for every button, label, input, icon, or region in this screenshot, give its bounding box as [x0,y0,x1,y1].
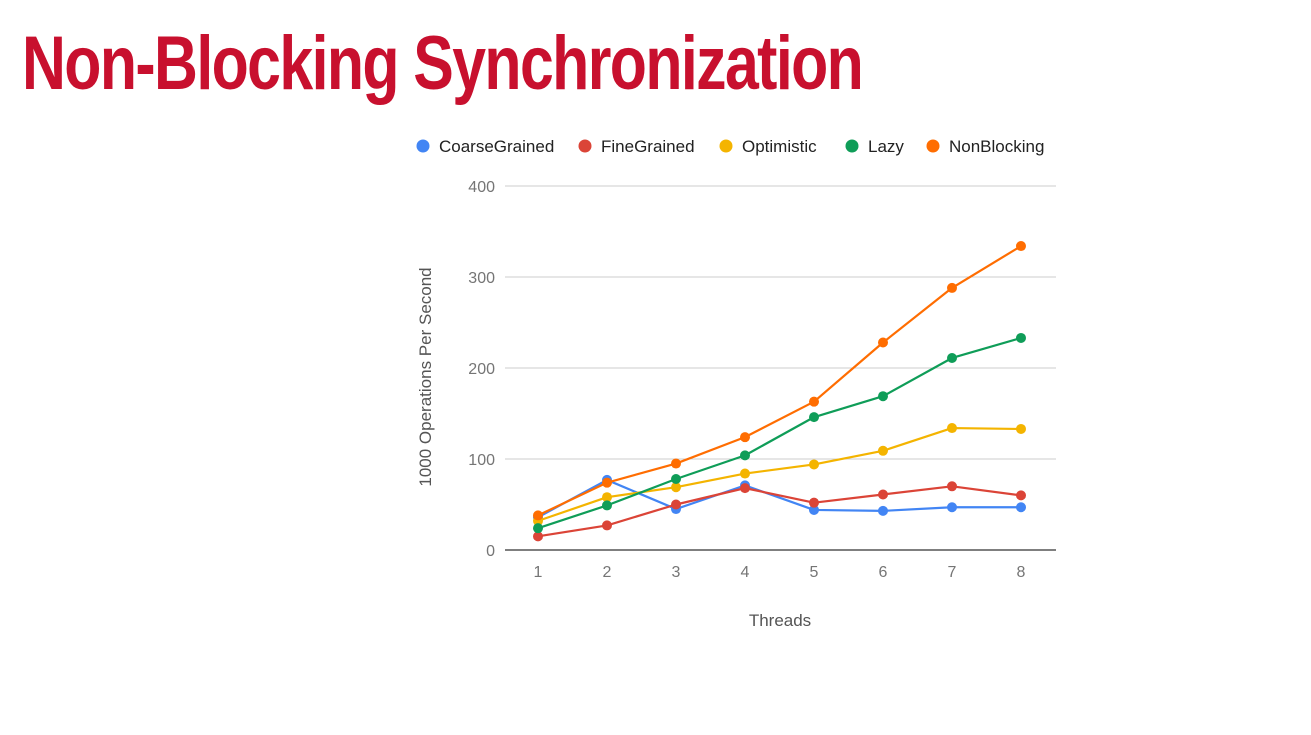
data-point-nonblocking [602,477,612,488]
data-point-lazy [602,500,612,511]
data-point-lazy [809,412,819,423]
data-point-nonblocking [947,282,957,293]
legend-marker [926,139,940,153]
data-point-finegrained [947,481,957,492]
x-tick-label: 7 [948,564,957,581]
x-tick-label: 8 [1017,564,1026,581]
legend-label: NonBlocking [949,137,1044,156]
legend-label: FineGrained [601,137,695,156]
data-point-nonblocking [533,510,543,521]
x-tick-label: 5 [810,564,819,581]
series-line-nonblocking [537,245,1022,517]
slide-title: Non-Blocking Synchronization [22,21,864,106]
legend-marker [719,139,733,153]
series-line-optimistic [537,426,1022,522]
data-point-optimistic [740,468,750,479]
series-line-lazy [537,336,1022,530]
data-point-finegrained [878,489,888,500]
data-point-finegrained [740,483,750,494]
data-point-lazy [533,523,543,534]
data-point-nonblocking [878,337,888,348]
data-point-coarsegrained [1016,502,1026,513]
data-point-nonblocking [809,396,819,407]
data-point-lazy [878,391,888,402]
data-point-finegrained [1016,490,1026,501]
data-point-lazy [671,474,681,485]
x-tick-label: 4 [741,564,750,581]
x-tick-label: 1 [534,564,543,581]
series-lines [533,241,1026,542]
data-point-nonblocking [1016,241,1026,252]
legend-marker [416,139,430,153]
y-tick-label: 200 [468,361,495,378]
grid-lines [505,185,1056,460]
y-tick-label: 100 [468,452,495,469]
data-point-optimistic [878,445,888,456]
y-tick-label: 400 [468,179,495,196]
x-tick-label: 6 [879,564,888,581]
data-point-lazy [1016,332,1026,343]
legend-label: CoarseGrained [439,137,554,156]
x-tick-label: 3 [672,564,681,581]
data-point-coarsegrained [947,502,957,513]
legend-label: Lazy [868,137,904,156]
series-line-coarsegrained [537,478,1021,519]
data-point-nonblocking [740,432,750,443]
data-point-finegrained [533,531,543,542]
data-point-finegrained [602,520,612,531]
data-point-coarsegrained [809,504,819,515]
data-point-optimistic [671,482,681,493]
legend-marker [845,139,859,153]
y-tick-label: 0 [486,543,495,560]
legend-label: Optimistic [742,137,817,156]
data-point-optimistic [1016,423,1026,434]
data-point-finegrained [671,499,681,510]
x-axis-title: Threads [749,611,811,630]
data-point-optimistic [947,423,957,434]
axes: 0 100 200 300 400 1 2 3 4 5 6 7 8 [468,179,1056,581]
x-tick-label: 2 [603,564,612,581]
legend: CoarseGrained FineGrained Optimistic Lazy No… [416,137,1044,156]
data-point-finegrained [809,497,819,508]
y-axis-title: 1000 Operations Per Second [416,267,435,486]
y-tick-label: 300 [468,270,495,287]
series-line-finegrained [537,485,1022,538]
data-point-lazy [947,352,957,363]
data-point-nonblocking [671,458,681,469]
data-point-lazy [740,450,750,461]
data-point-coarsegrained [878,505,888,516]
legend-marker [578,139,592,153]
data-point-optimistic [809,459,819,470]
data-point-optimistic [602,492,612,503]
